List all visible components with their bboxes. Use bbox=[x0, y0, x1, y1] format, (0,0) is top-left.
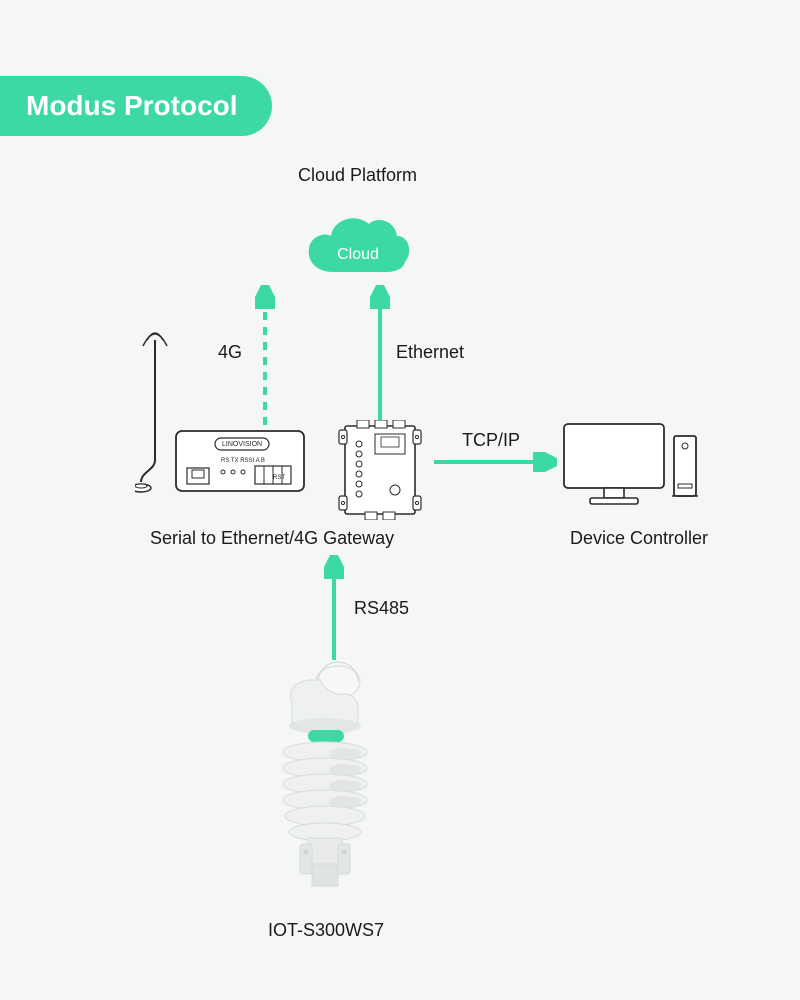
svg-text:RST: RST bbox=[273, 475, 285, 481]
arrow-rs485 bbox=[324, 555, 344, 665]
arrow-4g bbox=[255, 285, 275, 430]
cloud-icon: Cloud bbox=[303, 210, 413, 282]
label-ethernet: Ethernet bbox=[396, 342, 464, 363]
switch-device-icon bbox=[335, 420, 425, 520]
svg-text:RS TX RSSI A B: RS TX RSSI A B bbox=[221, 458, 265, 464]
controller-label: Device Controller bbox=[570, 528, 708, 549]
arrow-ethernet bbox=[370, 285, 390, 425]
label-rs485: RS485 bbox=[354, 598, 409, 619]
router-device-icon: RS TX RSSI A B RST LINOVISION bbox=[175, 430, 305, 502]
cloud-text: Cloud bbox=[303, 246, 413, 264]
cloud-platform-label: Cloud Platform bbox=[298, 165, 417, 186]
sensor-device-icon bbox=[250, 660, 400, 900]
sensor-label: IOT-S300WS7 bbox=[268, 920, 384, 941]
arrow-tcpip bbox=[432, 452, 557, 472]
monitor-icon bbox=[560, 420, 700, 510]
title-badge: Modus Protocol bbox=[0, 76, 272, 136]
router-brand: LINOVISION bbox=[222, 441, 262, 448]
title-text: Modus Protocol bbox=[26, 90, 238, 121]
label-4g: 4G bbox=[218, 342, 242, 363]
gateway-label: Serial to Ethernet/4G Gateway bbox=[150, 528, 394, 549]
label-tcpip: TCP/IP bbox=[462, 430, 520, 451]
antenna-icon bbox=[135, 330, 175, 500]
